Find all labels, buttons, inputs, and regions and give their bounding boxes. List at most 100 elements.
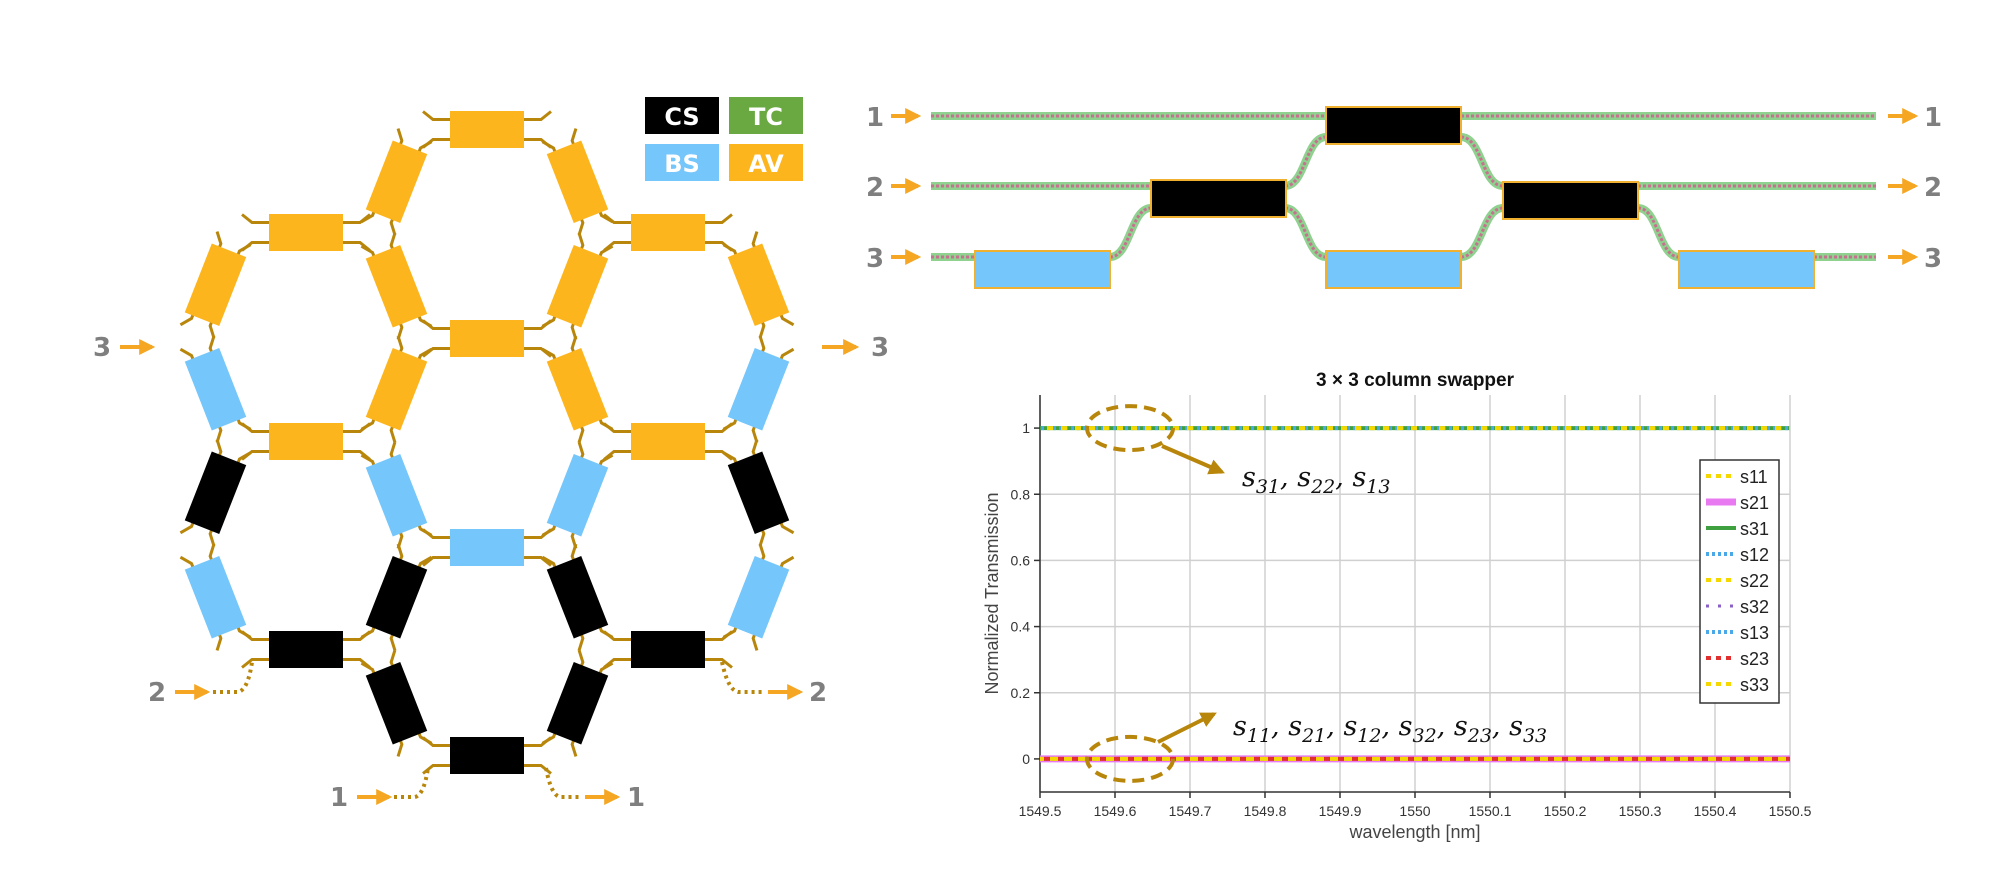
annotation-symbol: s <box>1352 462 1366 493</box>
waveguide-core <box>1460 135 1504 188</box>
waveguide-core <box>1460 206 1504 259</box>
legend-label-s11: s11 <box>1740 467 1768 487</box>
component-cs <box>365 556 428 639</box>
x-tick-label: 1549.8 <box>1244 803 1287 819</box>
annotation-symbol: s <box>1454 711 1468 742</box>
legend-label-s23: s23 <box>1740 649 1769 669</box>
component-bs <box>450 529 524 566</box>
component-av <box>631 214 705 251</box>
mesh-edge-D-ul <box>179 231 252 339</box>
component-av <box>546 140 609 223</box>
annotation-subscript: 22 <box>1310 476 1335 498</box>
waveguide-cladding <box>1460 133 1504 190</box>
component-av <box>365 245 428 328</box>
annotation-subscript: 11 <box>1247 725 1271 747</box>
mesh-edge-G-bottom <box>603 630 733 669</box>
annotation-subscript: 21 <box>1301 725 1326 747</box>
highlight-ellipse <box>1085 404 1175 453</box>
component-bs <box>727 348 790 431</box>
mesh-edge-D-ll <box>179 335 252 443</box>
y-tick-label: 0.8 <box>1011 486 1031 502</box>
mesh-edge-G-ur <box>722 439 795 547</box>
annotation-label: s31, s22, s13 <box>1242 462 1390 498</box>
mesh-edge-D-top <box>241 213 371 252</box>
component-av <box>365 348 428 431</box>
mesh-edge-F-top <box>603 213 733 252</box>
mesh-edge-C-ll <box>360 649 433 757</box>
mesh-edge-F-ll <box>541 335 614 443</box>
component-bs <box>184 348 247 431</box>
component-av <box>727 243 790 326</box>
waveguide-cladding <box>1637 204 1680 261</box>
component-av <box>365 140 428 223</box>
port-in-1-label: 1 <box>330 783 348 813</box>
legend-item-bs: BS <box>645 144 719 181</box>
mesh-edge-D-lr <box>360 335 433 443</box>
annotation-subscript: 31 <box>1256 476 1280 498</box>
component-av <box>546 348 609 431</box>
mesh-edge-C-bottom <box>422 736 552 775</box>
mesh-edge-E-bottom <box>241 630 371 669</box>
annotation-symbol: s <box>1509 711 1523 742</box>
mesh-edge-B-bottom <box>422 528 552 567</box>
y-tick-label: 0.4 <box>1011 619 1031 635</box>
circuit-bs-2 <box>1325 250 1462 289</box>
circuit-bs-1 <box>974 250 1111 289</box>
mesh-edge-A-lr <box>541 232 614 340</box>
dotted-waveguide <box>394 767 430 799</box>
legend-swatch <box>645 144 719 181</box>
circuit-cs-2 <box>1325 106 1462 145</box>
x-tick-label: 1549.6 <box>1094 803 1137 819</box>
annotation-symbol: s <box>1343 711 1357 742</box>
legend-swatch <box>729 97 803 134</box>
mesh-edge-G-lr <box>722 543 795 651</box>
column-swapper-circuit: 1 2 3 1 2 3 <box>866 103 1942 289</box>
annotation-1: s31, s22, s13 <box>1085 404 1390 498</box>
annotation-subscript: 33 <box>1523 725 1547 747</box>
mesh-edge-E-ul <box>179 439 252 547</box>
legend-item-av: AV <box>729 144 803 181</box>
mesh-edge-B-ll <box>360 441 433 549</box>
waveguide-cladding <box>1284 204 1327 261</box>
legend-label-s12: s12 <box>1740 545 1769 565</box>
mesh-edge-F-lr <box>722 335 795 443</box>
legend-label-s33: s33 <box>1740 675 1769 695</box>
y-axis-label: Normalized Transmission <box>982 492 1002 694</box>
input-port-label: 1 <box>866 103 884 133</box>
legend-label-s21: s21 <box>1740 493 1769 513</box>
component-cs <box>365 662 428 745</box>
waveguide-core <box>1109 206 1152 259</box>
x-tick-label: 1550.2 <box>1544 803 1587 819</box>
annotation-symbol: s <box>1399 711 1413 742</box>
y-tick-label: 0.6 <box>1011 552 1031 568</box>
hexagonal-mesh: 3 3 2 2 1 1 <box>93 110 889 813</box>
transmission-chart: 1549.5 1549.6 1549.7 1549.8 1549.9 1550 1550.1… <box>982 370 1812 842</box>
component-cs <box>450 737 524 774</box>
input-port-label: 2 <box>866 173 884 203</box>
annotation-arrow-icon <box>1157 712 1217 744</box>
output-port-label: 2 <box>1924 173 1942 203</box>
waveguide-cladding <box>1460 204 1504 261</box>
annotation-subscript: 32 <box>1413 725 1437 747</box>
legend-label-s31: s31 <box>1740 519 1769 539</box>
component-bs <box>546 454 609 537</box>
annotation-separator: , <box>1437 711 1454 742</box>
legend-label-s13: s13 <box>1740 623 1769 643</box>
component-bs <box>365 454 428 537</box>
legend-item-cs: CS <box>645 97 719 134</box>
x-tick-label: 1549.9 <box>1319 803 1362 819</box>
mesh-edge-E-ll <box>179 543 252 651</box>
y-tick-label: 0.2 <box>1011 685 1031 701</box>
mesh-edge-A-bottom <box>422 319 552 358</box>
s-bend <box>1637 204 1680 261</box>
waveguide-core <box>1637 206 1680 259</box>
x-tick-label: 1549.5 <box>1019 803 1062 819</box>
highlight-ellipse <box>1085 734 1175 783</box>
annotation-subscript: 13 <box>1366 476 1390 498</box>
mesh-edge-A-ul <box>360 128 433 236</box>
waveguide-cladding <box>1109 204 1152 261</box>
circuit-cs-1 <box>1150 179 1287 218</box>
annotation-separator: , <box>1271 711 1288 742</box>
component-av <box>450 320 524 357</box>
